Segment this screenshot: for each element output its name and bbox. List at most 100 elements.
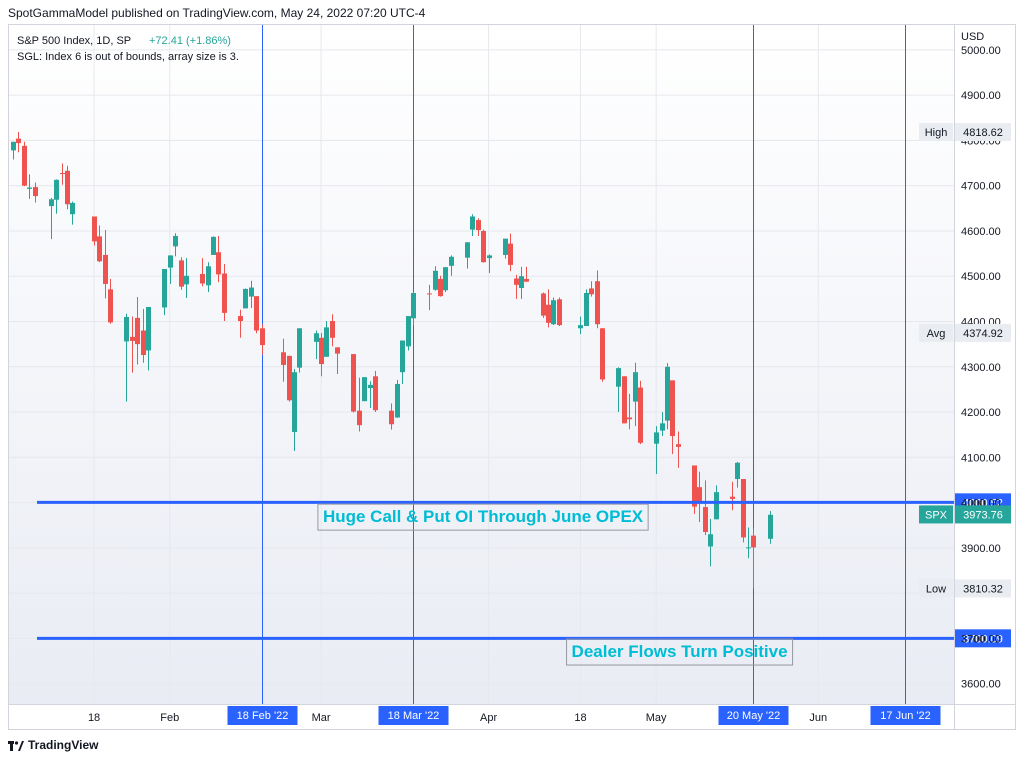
marker-value: 3973.76 bbox=[963, 509, 1003, 521]
candle-body bbox=[503, 238, 508, 255]
candle-body bbox=[351, 354, 356, 412]
candle-body bbox=[584, 292, 589, 327]
candle-body bbox=[751, 535, 756, 548]
price-tick-label: 3700.00 bbox=[961, 633, 1001, 645]
date-badge-label: 20 May '22 bbox=[727, 710, 780, 722]
chart-frame: 4000.52 3700.09 Huge Call & Put OI Throug… bbox=[8, 24, 1016, 730]
marker-value-badge bbox=[955, 123, 1011, 142]
candle-body bbox=[297, 328, 302, 368]
candle-body bbox=[357, 410, 362, 426]
candle-body bbox=[368, 384, 373, 389]
candle-body bbox=[292, 372, 297, 432]
date-badge-label: 18 Mar '22 bbox=[388, 710, 440, 722]
candle-body bbox=[330, 321, 335, 338]
candle-body bbox=[216, 252, 221, 275]
candle-body bbox=[443, 267, 448, 291]
candle-body bbox=[589, 288, 594, 295]
annotations: Huge Call & Put OI Through June OPEX Deal… bbox=[317, 503, 794, 666]
annotation-box bbox=[566, 638, 794, 666]
candle-body bbox=[92, 216, 97, 242]
candle-body bbox=[697, 487, 702, 503]
candle-body bbox=[222, 273, 227, 313]
price-markers: High 4818.62 Avg 4374.92 SPX 3973.76 Low 3810.3… bbox=[919, 123, 1011, 598]
candle-body bbox=[676, 444, 681, 447]
level-badge-label: 3700.09 bbox=[963, 633, 1003, 645]
time-tick-label: Mar bbox=[312, 712, 331, 724]
candle-body bbox=[508, 243, 513, 265]
candle-body bbox=[162, 268, 167, 308]
annotation-box bbox=[317, 503, 649, 531]
candle-body bbox=[578, 325, 583, 329]
candle-body bbox=[470, 216, 475, 230]
candle-body bbox=[541, 293, 546, 316]
candle-body bbox=[124, 316, 129, 342]
candles bbox=[11, 131, 773, 589]
candle-body bbox=[622, 376, 627, 424]
currency-label: USD bbox=[961, 31, 984, 43]
candle-body bbox=[49, 199, 54, 207]
candle-body bbox=[281, 352, 286, 365]
candle-body bbox=[60, 173, 65, 175]
candle-body bbox=[665, 366, 670, 421]
annotation-label: Dealer Flows Turn Positive bbox=[572, 642, 788, 661]
price-tick-label: 4500.00 bbox=[961, 271, 1001, 283]
candle-body bbox=[714, 492, 719, 520]
candle-body bbox=[557, 299, 562, 326]
candle-body bbox=[741, 479, 746, 538]
candle-body bbox=[546, 304, 551, 323]
candle-body bbox=[260, 328, 265, 346]
candle-body bbox=[130, 336, 135, 341]
time-tick-label: Jun bbox=[809, 712, 827, 724]
candle-body bbox=[389, 410, 394, 425]
candle-body bbox=[735, 462, 740, 480]
time-tick-label: 18 bbox=[88, 712, 100, 724]
tradingview-logo-icon bbox=[8, 740, 24, 751]
candle-body bbox=[411, 292, 416, 319]
candle-body bbox=[519, 276, 524, 288]
candle-body bbox=[373, 376, 378, 411]
candle-body bbox=[406, 316, 411, 347]
footer: TradingView bbox=[8, 738, 98, 752]
candle-body bbox=[135, 317, 140, 345]
candle-body bbox=[481, 230, 486, 263]
error-line: SGL: Index 6 is out of bounds, array siz… bbox=[17, 51, 239, 63]
date-badge bbox=[227, 706, 298, 725]
annotation-label: Huge Call & Put OI Through June OPEX bbox=[323, 507, 644, 526]
candle-body bbox=[654, 432, 659, 444]
marker-value-badge bbox=[955, 505, 1011, 524]
candle-body bbox=[400, 340, 405, 373]
footer-brand: TradingView bbox=[28, 738, 99, 752]
marker-value-badge bbox=[955, 579, 1011, 598]
candle-body bbox=[54, 179, 59, 200]
time-axis[interactable]: 18 Feb Mar Apr 18 May Jun 18 Feb '22 18 Mar '22 2… bbox=[88, 706, 941, 725]
candle-body bbox=[476, 220, 481, 231]
candle-body bbox=[465, 242, 470, 258]
time-tick-label: 18 bbox=[574, 712, 586, 724]
candle-body bbox=[335, 347, 340, 354]
candle-body bbox=[746, 547, 751, 549]
candle-body bbox=[287, 355, 292, 401]
candle-body bbox=[141, 330, 146, 355]
candle-body bbox=[324, 327, 329, 357]
price-tick-label: 4100.00 bbox=[961, 452, 1001, 464]
candle-body bbox=[427, 293, 432, 295]
candle-body bbox=[514, 278, 519, 285]
date-badge-label: 18 Feb '22 bbox=[237, 710, 289, 722]
price-tick-label: 4700.00 bbox=[961, 181, 1001, 193]
candle-body bbox=[692, 465, 697, 507]
date-badge bbox=[870, 706, 941, 725]
candle-body bbox=[206, 266, 211, 286]
candle-body bbox=[627, 417, 632, 420]
candle-body bbox=[670, 380, 675, 437]
candle-body bbox=[65, 170, 70, 205]
candle-body bbox=[438, 278, 443, 297]
candle-body bbox=[249, 287, 254, 297]
candle-body bbox=[703, 507, 708, 532]
marker-tag bbox=[919, 323, 953, 342]
candle-body bbox=[595, 281, 600, 325]
date-badge bbox=[718, 706, 789, 725]
date-badge bbox=[378, 706, 449, 725]
candle-body bbox=[211, 236, 216, 255]
plot-background bbox=[9, 25, 954, 704]
